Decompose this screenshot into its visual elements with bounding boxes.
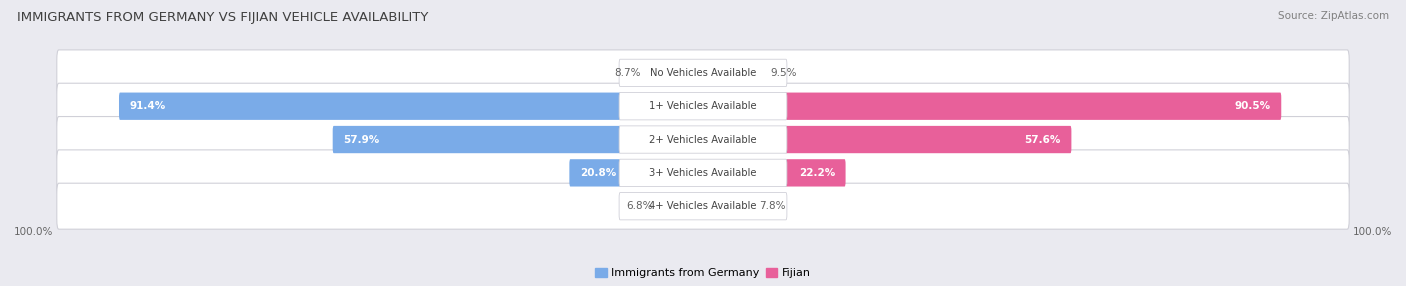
Legend: Immigrants from Germany, Fijian: Immigrants from Germany, Fijian bbox=[591, 263, 815, 283]
FancyBboxPatch shape bbox=[619, 126, 787, 153]
FancyBboxPatch shape bbox=[619, 192, 787, 220]
Text: 4+ Vehicles Available: 4+ Vehicles Available bbox=[650, 201, 756, 211]
Text: 57.9%: 57.9% bbox=[343, 134, 380, 144]
Text: 100.0%: 100.0% bbox=[14, 227, 53, 237]
FancyBboxPatch shape bbox=[569, 159, 621, 186]
Text: 100.0%: 100.0% bbox=[1353, 227, 1392, 237]
Text: No Vehicles Available: No Vehicles Available bbox=[650, 68, 756, 78]
FancyBboxPatch shape bbox=[120, 93, 621, 120]
Text: 22.2%: 22.2% bbox=[799, 168, 835, 178]
Text: 57.6%: 57.6% bbox=[1025, 134, 1062, 144]
FancyBboxPatch shape bbox=[785, 126, 1071, 153]
FancyBboxPatch shape bbox=[619, 159, 787, 186]
FancyBboxPatch shape bbox=[56, 150, 1350, 196]
FancyBboxPatch shape bbox=[619, 93, 787, 120]
Text: Source: ZipAtlas.com: Source: ZipAtlas.com bbox=[1278, 11, 1389, 21]
Text: IMMIGRANTS FROM GERMANY VS FIJIAN VEHICLE AVAILABILITY: IMMIGRANTS FROM GERMANY VS FIJIAN VEHICL… bbox=[17, 11, 429, 24]
FancyBboxPatch shape bbox=[56, 183, 1350, 229]
Text: 91.4%: 91.4% bbox=[129, 101, 166, 111]
FancyBboxPatch shape bbox=[56, 117, 1350, 162]
Text: 9.5%: 9.5% bbox=[770, 68, 796, 78]
FancyBboxPatch shape bbox=[785, 93, 1281, 120]
Text: 3+ Vehicles Available: 3+ Vehicles Available bbox=[650, 168, 756, 178]
Text: 20.8%: 20.8% bbox=[579, 168, 616, 178]
FancyBboxPatch shape bbox=[333, 126, 621, 153]
FancyBboxPatch shape bbox=[56, 50, 1350, 96]
Text: 2+ Vehicles Available: 2+ Vehicles Available bbox=[650, 134, 756, 144]
Text: 90.5%: 90.5% bbox=[1234, 101, 1271, 111]
FancyBboxPatch shape bbox=[619, 59, 787, 87]
Text: 7.8%: 7.8% bbox=[759, 201, 786, 211]
Text: 6.8%: 6.8% bbox=[627, 201, 654, 211]
Text: 1+ Vehicles Available: 1+ Vehicles Available bbox=[650, 101, 756, 111]
FancyBboxPatch shape bbox=[56, 83, 1350, 129]
FancyBboxPatch shape bbox=[785, 159, 845, 186]
Text: 8.7%: 8.7% bbox=[614, 68, 641, 78]
